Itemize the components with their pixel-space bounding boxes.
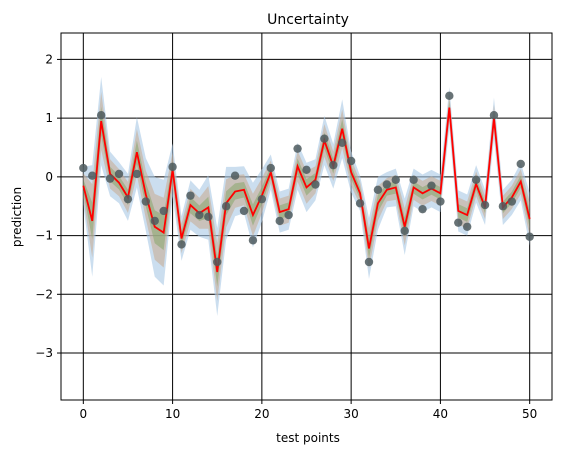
plot-frame bbox=[60, 32, 553, 401]
test-point bbox=[123, 194, 133, 204]
y-tick-label: 0 bbox=[45, 170, 53, 184]
test-point bbox=[346, 156, 356, 166]
band-inner bbox=[83, 100, 530, 287]
test-point bbox=[338, 138, 347, 148]
test-point bbox=[382, 180, 392, 189]
test-point bbox=[516, 159, 525, 169]
chart-title: Uncertainty bbox=[267, 12, 349, 28]
test-point bbox=[221, 202, 231, 211]
test-point bbox=[168, 162, 177, 172]
test-point bbox=[489, 111, 499, 120]
test-point bbox=[355, 199, 365, 208]
test-point bbox=[445, 91, 454, 101]
test-point bbox=[204, 212, 213, 221]
test-point bbox=[141, 197, 151, 206]
plot-area bbox=[60, 32, 553, 401]
test-point bbox=[436, 197, 445, 206]
test-point bbox=[230, 171, 240, 180]
test-point bbox=[400, 226, 409, 236]
y-tick-label: −2 bbox=[35, 287, 53, 301]
test-point bbox=[507, 197, 517, 206]
x-tick-label: 10 bbox=[165, 407, 180, 421]
test-point bbox=[239, 206, 249, 216]
test-point bbox=[462, 222, 472, 231]
test-point bbox=[480, 200, 490, 210]
test-point bbox=[132, 169, 142, 179]
y-tick-label: −3 bbox=[35, 346, 53, 360]
x-tick-label: 50 bbox=[522, 407, 537, 421]
test-point bbox=[266, 163, 275, 173]
test-point bbox=[302, 165, 311, 175]
test-point bbox=[105, 174, 115, 183]
test-point bbox=[329, 160, 338, 170]
y-axis-label: prediction bbox=[10, 187, 24, 247]
test-point bbox=[114, 169, 124, 179]
test-point bbox=[159, 206, 168, 216]
prediction-mean-line bbox=[82, 107, 531, 273]
x-tick-label: 30 bbox=[343, 407, 358, 421]
band-middle bbox=[83, 92, 530, 302]
test-point bbox=[96, 111, 106, 120]
test-point bbox=[79, 163, 88, 173]
test-point bbox=[275, 216, 284, 226]
test-point bbox=[373, 185, 383, 194]
y-tick-label: −1 bbox=[35, 229, 53, 243]
test-point bbox=[150, 216, 159, 226]
x-axis-label: test points bbox=[276, 431, 340, 445]
test-point bbox=[525, 232, 534, 241]
test-point bbox=[311, 180, 320, 189]
y-axis-ticks: −3 −2 −1 0 1 2 bbox=[35, 52, 61, 360]
test-point bbox=[195, 210, 204, 220]
series-layer bbox=[79, 91, 534, 273]
test-point bbox=[248, 236, 258, 245]
test-point bbox=[498, 202, 508, 211]
x-tick-label: 20 bbox=[254, 407, 269, 421]
test-point bbox=[391, 175, 400, 184]
test-point bbox=[293, 144, 302, 153]
test-point bbox=[257, 194, 267, 204]
test-point bbox=[427, 181, 436, 190]
test-point bbox=[471, 175, 481, 184]
grid-lines bbox=[61, 33, 552, 400]
x-axis-ticks: 0 10 20 30 40 50 bbox=[79, 400, 537, 421]
test-point bbox=[186, 191, 195, 200]
y-tick-label: 1 bbox=[45, 111, 53, 125]
y-tick-label: 2 bbox=[45, 52, 53, 66]
test-point bbox=[284, 210, 293, 220]
test-point bbox=[177, 240, 186, 249]
x-tick-label: 40 bbox=[433, 407, 448, 421]
test-point bbox=[364, 257, 374, 267]
test-point bbox=[88, 171, 97, 180]
x-tick-label: 0 bbox=[79, 407, 87, 421]
test-point bbox=[409, 175, 418, 184]
test-point bbox=[418, 204, 427, 214]
test-point bbox=[320, 134, 329, 143]
uncertainty-bands bbox=[83, 77, 530, 317]
test-point bbox=[213, 257, 222, 267]
test-point bbox=[454, 218, 463, 227]
